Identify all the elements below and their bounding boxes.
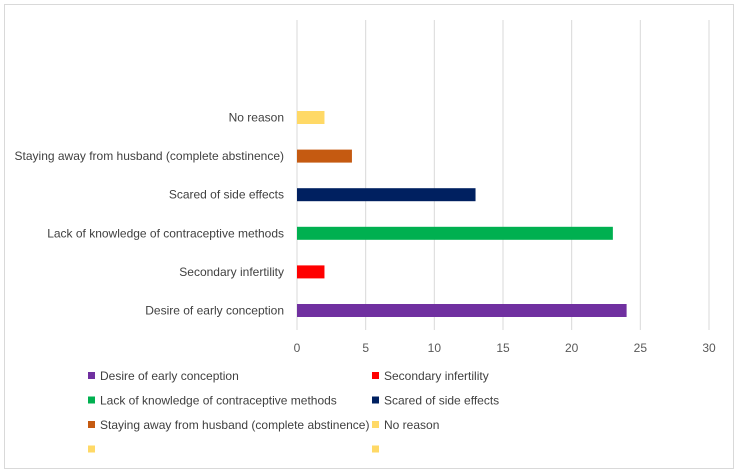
category-labels: Desire of early conception Secondary infe… <box>15 111 284 318</box>
x-tick-label: 15 <box>496 341 510 355</box>
x-tick-label: 0 <box>294 341 301 355</box>
x-tick-label: 5 <box>362 341 369 355</box>
category-label: Lack of knowledge of contraceptive metho… <box>47 226 284 240</box>
x-tick-label: 30 <box>702 341 716 355</box>
bar <box>297 111 325 124</box>
legend-swatch <box>88 421 95 428</box>
category-label: Staying away from husband (complete abst… <box>15 149 284 163</box>
gridlines <box>296 20 710 330</box>
legend-label: Desire of early conception <box>100 369 239 383</box>
category-label: Scared of side effects <box>169 188 284 202</box>
bar <box>297 265 325 279</box>
bars <box>297 111 627 317</box>
category-label: Desire of early conception <box>145 304 284 318</box>
bar <box>297 304 627 317</box>
legend-label: Secondary infertility <box>384 369 489 383</box>
bar <box>297 188 476 202</box>
legend-label: Staying away from husband (complete abst… <box>100 418 369 432</box>
x-tick-label: 25 <box>634 341 648 355</box>
x-tick-label: 20 <box>565 341 579 355</box>
x-tick-label: 10 <box>428 341 442 355</box>
bar <box>297 149 352 163</box>
legend-swatch <box>372 421 379 428</box>
legend-swatch <box>372 445 379 453</box>
category-label: Secondary infertility <box>179 265 284 279</box>
legend-label: Scared of side effects <box>384 394 499 408</box>
legend-label: Lack of knowledge of contraceptive metho… <box>100 394 337 408</box>
legend-swatch <box>372 372 379 379</box>
legend: Desire of early conception Secondary infe… <box>88 369 499 453</box>
bar <box>297 226 613 240</box>
category-label: No reason <box>229 111 284 125</box>
legend-label: No reason <box>384 418 439 432</box>
legend-swatch <box>88 445 95 453</box>
legend-swatch <box>88 372 95 379</box>
x-tick-labels: 0 5 10 15 20 25 30 <box>294 341 716 355</box>
legend-swatch <box>372 396 379 404</box>
legend-swatch <box>88 396 95 404</box>
